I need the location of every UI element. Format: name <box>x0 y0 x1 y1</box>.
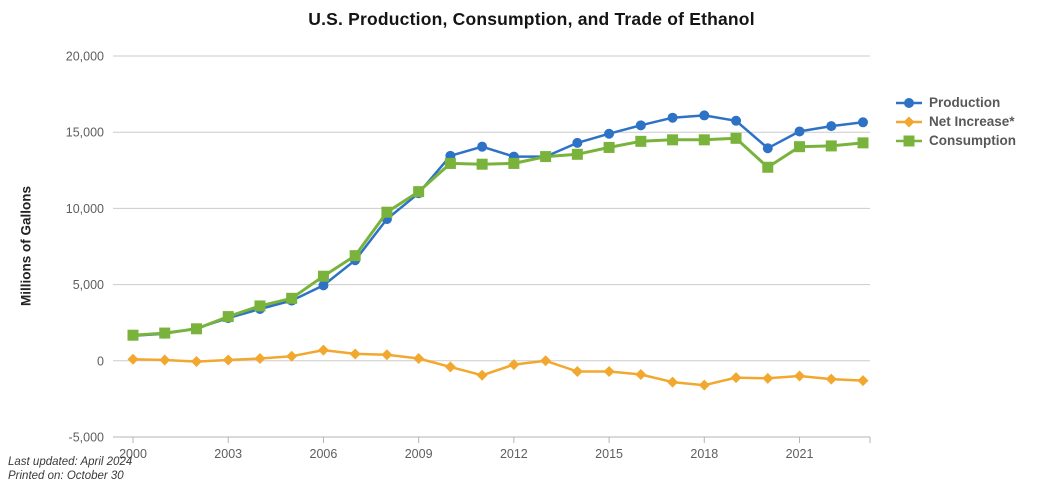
series-line-net-increase <box>131 348 865 387</box>
legend-label: Net Increase* <box>929 114 1015 129</box>
x-tick-label: 2018 <box>690 447 718 461</box>
data-point-net-increase <box>603 365 615 377</box>
data-point-consumption <box>159 327 171 339</box>
data-point-net-increase <box>222 354 234 366</box>
chart-title: U.S. Production, Consumption, and Trade … <box>308 9 755 29</box>
data-point-net-increase <box>159 354 171 366</box>
y-tick-label: 15,000 <box>66 126 104 140</box>
data-point-consumption <box>190 323 202 335</box>
legend-item-consumption: Consumption <box>896 131 1016 150</box>
data-point-net-increase <box>825 373 837 385</box>
legend-label: Production <box>929 95 1001 110</box>
data-point-net-increase <box>698 379 710 391</box>
data-point-consumption <box>413 186 425 198</box>
data-point-net-increase <box>286 350 298 362</box>
consumption-legend-marker-shape <box>903 135 915 146</box>
x-tick-label: 2021 <box>786 447 814 461</box>
data-point-net-increase <box>857 375 869 387</box>
data-point-production <box>477 141 488 152</box>
data-point-net-increase <box>349 348 361 360</box>
data-point-net-increase <box>317 344 329 356</box>
data-point-net-increase <box>540 355 552 367</box>
data-point-consumption <box>794 141 806 153</box>
x-tick-label: 2012 <box>500 447 528 461</box>
data-point-production <box>635 120 646 131</box>
data-point-production <box>731 115 742 126</box>
data-point-consumption <box>222 311 234 323</box>
data-point-net-increase <box>127 353 139 365</box>
y-tick-label: 20,000 <box>66 50 104 64</box>
data-point-production <box>667 112 678 123</box>
data-point-net-increase <box>381 349 393 361</box>
data-point-consumption <box>698 134 710 146</box>
data-point-consumption <box>857 137 869 149</box>
footer-last-updated: Last updated: April 2024 <box>8 456 133 468</box>
data-point-net-increase <box>508 359 520 371</box>
x-tick-label: 2000 <box>119 447 147 461</box>
data-point-consumption <box>349 250 361 262</box>
data-point-net-increase <box>730 372 742 384</box>
x-tick-label: 2009 <box>405 447 433 461</box>
y-tick-label: 10,000 <box>66 202 104 216</box>
data-point-consumption <box>571 148 583 160</box>
data-point-net-increase <box>667 376 679 388</box>
data-point-net-increase <box>444 361 456 373</box>
y-tick-label: 0 <box>97 354 104 368</box>
y-tick-label: -5,000 <box>69 431 104 445</box>
data-point-production <box>826 121 837 132</box>
data-point-production <box>604 128 615 139</box>
data-point-net-increase <box>794 370 806 382</box>
data-point-consumption <box>476 158 488 170</box>
x-tick-label: 2006 <box>310 447 338 461</box>
legend-item-production: Production <box>896 93 1016 112</box>
data-point-consumption <box>825 140 837 152</box>
legend-item-net-increase: Net Increase* <box>896 112 1016 131</box>
data-point-production <box>762 143 773 154</box>
data-point-consumption <box>635 135 647 147</box>
series-line-consumption <box>131 136 865 337</box>
data-point-consumption <box>127 329 139 341</box>
data-point-net-increase <box>190 356 202 368</box>
data-point-production <box>318 280 329 291</box>
data-point-consumption <box>730 132 742 144</box>
production-legend-marker-shape <box>904 97 914 108</box>
net-increase-legend-marker-shape <box>903 116 915 127</box>
data-point-net-increase <box>476 369 488 381</box>
series-consumption <box>127 132 869 341</box>
data-point-production <box>572 137 583 148</box>
data-point-consumption <box>381 206 393 218</box>
consumption-legend-marker-icon <box>896 135 922 146</box>
data-point-production <box>858 117 868 128</box>
data-point-production <box>699 110 710 121</box>
data-point-net-increase <box>571 365 583 377</box>
data-point-consumption <box>540 151 552 163</box>
data-point-consumption <box>444 157 456 169</box>
data-point-net-increase <box>254 353 266 365</box>
series-production <box>128 110 868 341</box>
legend: Production Net Increase* Consumption <box>896 93 1016 150</box>
data-point-consumption <box>603 141 615 153</box>
data-point-consumption <box>762 161 774 173</box>
data-point-consumption <box>667 134 679 146</box>
x-tick-label: 2015 <box>595 447 623 461</box>
legend-label: Consumption <box>929 133 1016 148</box>
data-point-consumption <box>254 300 266 312</box>
net-increase-legend-marker-icon <box>896 116 922 127</box>
data-point-consumption <box>508 157 520 169</box>
data-point-consumption <box>317 270 329 282</box>
data-point-consumption <box>286 292 298 304</box>
series-net-increase <box>127 344 869 391</box>
footer-printed-on: Printed on: October 30 <box>8 470 124 482</box>
production-legend-marker-icon <box>896 97 922 108</box>
x-tick-label: 2003 <box>214 447 242 461</box>
data-point-net-increase <box>762 372 774 384</box>
series-line-production <box>131 114 865 337</box>
data-point-net-increase <box>635 369 647 381</box>
data-point-production <box>794 126 805 137</box>
y-tick-label: 5,000 <box>73 278 104 292</box>
data-point-net-increase <box>413 353 425 365</box>
footer-notes: Last updated: April 2024 Printed on: Oct… <box>8 455 132 483</box>
